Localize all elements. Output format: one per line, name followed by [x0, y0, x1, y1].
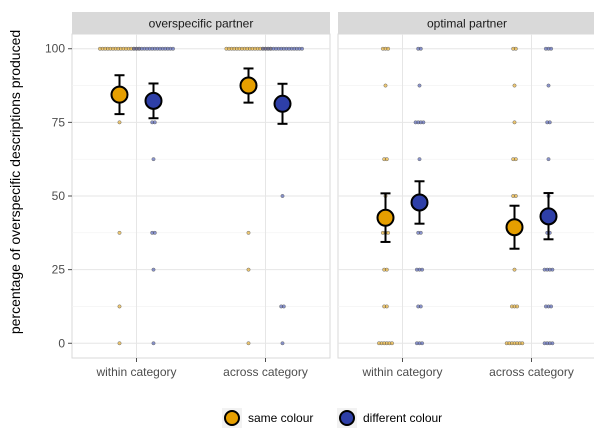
mean-point — [505, 218, 524, 237]
data-point-raw — [117, 120, 122, 125]
data-point-raw — [512, 120, 517, 125]
data-point-raw — [417, 157, 422, 162]
facet-strip — [338, 12, 594, 34]
data-point-raw — [550, 341, 555, 346]
data-point-raw — [151, 267, 156, 272]
data-point-raw — [281, 304, 286, 309]
data-point-raw — [151, 157, 156, 162]
data-point-raw — [152, 120, 157, 125]
data-point-raw — [151, 341, 156, 346]
mean-point — [110, 85, 129, 104]
data-point-raw — [246, 230, 251, 235]
data-point-raw — [418, 304, 423, 309]
data-point-raw — [300, 46, 304, 51]
data-point-raw — [513, 46, 518, 51]
data-point-raw — [117, 304, 122, 309]
data-point-raw — [117, 230, 122, 235]
y-tick-label: 100 — [45, 42, 65, 56]
data-point-raw — [384, 157, 389, 162]
data-point-raw — [520, 341, 525, 346]
data-point-raw — [384, 304, 389, 309]
y-tick-label: 75 — [52, 115, 66, 129]
mean-point — [273, 94, 292, 113]
legend-label: same colour — [248, 411, 313, 425]
legend-label: different colour — [363, 411, 442, 425]
data-point-raw — [152, 230, 157, 235]
data-point-raw — [383, 83, 388, 88]
data-point-raw — [549, 46, 554, 51]
y-tick-label: 50 — [52, 189, 66, 203]
x-tick-label: within category — [361, 365, 442, 379]
y-tick-label: 0 — [58, 336, 65, 350]
facet-title: overspecific partner — [149, 17, 254, 31]
data-point-raw — [420, 341, 425, 346]
mean-point — [410, 193, 429, 212]
x-tick-label: across category — [489, 365, 574, 379]
data-point-raw — [386, 46, 391, 51]
data-point-raw — [421, 120, 426, 125]
y-axis-title: percentage of overspecific descriptions … — [7, 30, 23, 334]
mean-point — [376, 208, 395, 227]
data-point-raw — [280, 194, 285, 198]
data-point-raw — [549, 304, 554, 309]
data-point-raw — [515, 304, 520, 309]
data-point-raw — [546, 83, 551, 88]
data-point-raw — [418, 230, 423, 235]
data-point-raw — [246, 267, 251, 272]
mean-point — [144, 91, 163, 110]
data-point-raw — [546, 157, 551, 162]
y-tick-label: 25 — [52, 263, 66, 277]
legend-key — [339, 410, 355, 426]
data-point-raw — [417, 83, 422, 88]
mean-point — [539, 207, 558, 226]
data-point-raw — [512, 83, 517, 88]
facet-title: optimal partner — [427, 17, 507, 31]
data-point-raw — [246, 341, 251, 346]
data-point-raw — [420, 267, 425, 272]
data-point-raw — [384, 267, 389, 272]
data-point-raw — [512, 267, 517, 272]
facet-strip — [72, 12, 330, 34]
data-point-raw — [547, 120, 552, 125]
data-point-raw — [280, 341, 285, 346]
data-point-raw — [513, 157, 518, 162]
x-tick-label: within category — [95, 365, 176, 379]
x-tick-label: across category — [223, 365, 308, 379]
data-point-raw — [386, 230, 391, 235]
data-point-raw — [550, 267, 555, 272]
data-point-raw — [418, 46, 423, 51]
legend-key — [224, 410, 240, 426]
data-point-raw — [513, 194, 518, 198]
data-point-raw — [117, 341, 122, 346]
data-point-raw — [171, 46, 175, 51]
mean-point — [239, 76, 258, 95]
data-point-raw — [390, 341, 394, 346]
